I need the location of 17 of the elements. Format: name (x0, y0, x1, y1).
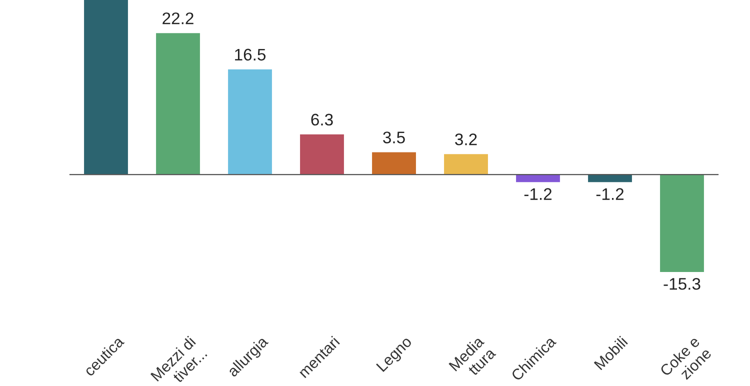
data-label: 6.3 (311, 114, 333, 126)
bar (84, 0, 128, 175)
bar (444, 154, 488, 175)
bar (372, 152, 416, 175)
bar (156, 33, 200, 175)
bar (660, 174, 704, 272)
data-label: -1.2 (524, 188, 552, 200)
bar (516, 174, 560, 182)
bar (228, 69, 272, 175)
data-label: 3.2 (455, 134, 477, 146)
bar (300, 134, 344, 175)
data-label: -1.2 (596, 188, 624, 200)
data-label: 22.2 (162, 12, 194, 24)
data-label: 16.5 (235, 48, 266, 61)
data-label: -15.3 (664, 278, 700, 290)
data-label: 3.5 (383, 132, 405, 144)
bar (588, 174, 632, 182)
